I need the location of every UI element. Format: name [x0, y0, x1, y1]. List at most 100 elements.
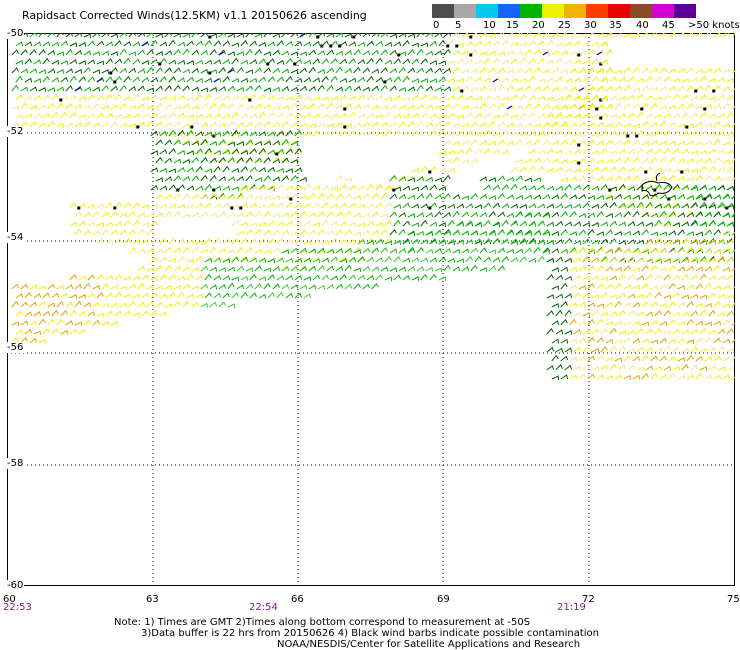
wind-barb	[326, 248, 335, 254]
wind-barb	[726, 131, 735, 137]
wind-barb	[695, 105, 703, 111]
wind-barb	[443, 33, 452, 38]
wind-barb	[353, 249, 362, 254]
rain-flag	[595, 107, 599, 111]
wind-barb	[15, 75, 23, 83]
high-wind-barb	[96, 78, 103, 83]
wind-barb	[731, 212, 735, 218]
wind-barb	[281, 105, 290, 111]
wind-barb	[33, 310, 42, 317]
wind-barb	[240, 59, 249, 65]
rain-flag	[577, 143, 581, 147]
wind-barb	[299, 122, 308, 128]
wind-barb	[429, 184, 437, 191]
wind-barb	[402, 130, 411, 137]
wind-barb	[681, 168, 690, 173]
wind-barb	[384, 202, 392, 209]
rain-flag	[293, 62, 297, 66]
wind-barb	[713, 229, 721, 236]
wind-barb	[42, 292, 50, 299]
wind-barb	[605, 49, 614, 56]
wind-barb	[290, 211, 298, 218]
wind-barb	[438, 130, 447, 137]
wind-barb	[222, 76, 230, 83]
wind-barb	[326, 230, 335, 236]
wind-barb	[456, 148, 465, 155]
wind-barb	[609, 363, 617, 371]
wind-barb	[524, 33, 532, 38]
wind-barb	[569, 267, 578, 272]
wind-barb	[245, 194, 254, 200]
wind-barb	[668, 265, 676, 272]
wind-barb	[254, 84, 262, 92]
wind-barb	[393, 255, 401, 263]
wind-barb	[204, 77, 213, 83]
wind-barb	[528, 40, 536, 47]
wind-barb	[222, 113, 231, 119]
wind-barb	[65, 68, 74, 74]
wind-barb	[686, 67, 694, 74]
wind-barb	[560, 158, 569, 164]
wind-barb	[236, 122, 245, 128]
wind-barb	[78, 202, 87, 209]
wind-barb	[155, 156, 163, 164]
wind-barb	[101, 302, 110, 308]
wind-barb	[209, 48, 217, 56]
wind-barb	[65, 85, 73, 92]
wind-barb	[155, 248, 164, 254]
wind-barb	[686, 33, 695, 38]
wind-barb	[344, 247, 353, 254]
wind-barb	[249, 185, 258, 191]
wind-barb	[506, 212, 515, 218]
wind-barb	[366, 240, 375, 245]
wind-barb	[668, 372, 676, 380]
wind-barb	[681, 203, 690, 209]
wind-barb	[695, 121, 703, 128]
rain-flag	[703, 107, 707, 111]
high-wind-barb	[299, 33, 306, 38]
wind-barb	[407, 265, 416, 272]
wind-barb	[627, 310, 636, 317]
wind-barb	[128, 33, 136, 38]
wind-barb	[141, 222, 149, 228]
wind-barb	[578, 33, 586, 39]
wind-barb	[276, 59, 285, 65]
wind-barb	[78, 294, 87, 299]
wind-barb	[618, 148, 627, 155]
wind-barb	[182, 158, 191, 164]
wind-barb	[546, 221, 555, 227]
wind-barb	[164, 264, 172, 272]
wind-barb	[254, 265, 262, 272]
wind-barb	[677, 193, 686, 200]
wind-barb	[587, 318, 595, 326]
wind-barb	[596, 121, 605, 128]
wind-barb	[191, 175, 199, 182]
wind-barb	[222, 40, 230, 47]
wind-barb	[330, 275, 339, 281]
wind-barb	[92, 86, 101, 92]
wind-barb	[591, 149, 600, 155]
wind-barb	[254, 157, 262, 164]
wind-barb	[348, 239, 357, 245]
wind-barb	[627, 167, 636, 173]
wind-barb	[96, 312, 104, 318]
wind-barb	[524, 231, 533, 236]
wind-barb	[659, 105, 668, 111]
wind-barb	[182, 122, 191, 128]
wind-barb	[636, 94, 644, 101]
wind-barb	[182, 175, 191, 182]
wind-barb	[92, 210, 100, 218]
wind-barb	[362, 67, 370, 74]
wind-barb	[551, 140, 560, 146]
wind-barb	[704, 374, 713, 380]
wind-barb	[15, 41, 24, 47]
wind-barb	[672, 311, 681, 317]
wind-barb	[177, 129, 185, 137]
wind-barb	[299, 265, 308, 272]
lon-label-66: 66	[291, 594, 304, 605]
wind-barb	[722, 68, 731, 74]
rain-flag	[190, 125, 194, 129]
wind-barb	[204, 202, 212, 209]
wind-barb	[114, 291, 122, 299]
wind-barb	[713, 138, 721, 146]
